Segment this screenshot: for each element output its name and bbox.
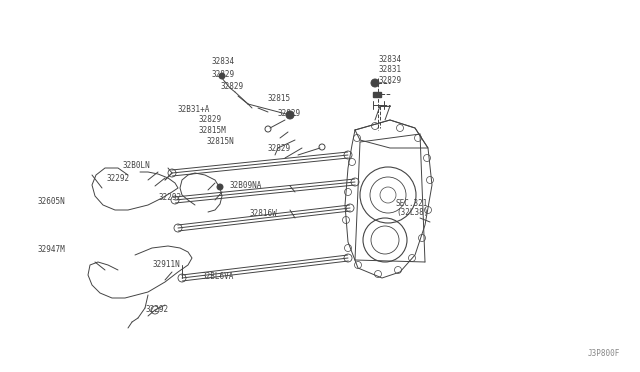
Text: 32829: 32829 <box>221 82 244 91</box>
Circle shape <box>217 184 223 190</box>
Text: 32815N: 32815N <box>206 137 234 146</box>
Bar <box>373 92 381 97</box>
Text: 32829: 32829 <box>198 115 221 124</box>
Text: 32B0LN: 32B0LN <box>123 161 150 170</box>
Text: 32834: 32834 <box>211 57 234 66</box>
Text: SEC.321: SEC.321 <box>396 199 428 208</box>
Text: 32292: 32292 <box>159 193 182 202</box>
Text: (32L38): (32L38) <box>397 208 429 217</box>
Text: 32829: 32829 <box>268 144 291 153</box>
Text: 32947M: 32947M <box>37 246 65 254</box>
Text: 32B31+A: 32B31+A <box>178 105 211 114</box>
Text: 32831: 32831 <box>379 65 402 74</box>
Text: 32292: 32292 <box>146 305 169 314</box>
Text: 32815: 32815 <box>268 94 291 103</box>
Text: 32815M: 32815M <box>198 126 226 135</box>
Text: 32B09NA: 32B09NA <box>229 182 262 190</box>
Text: 32292: 32292 <box>107 174 130 183</box>
Circle shape <box>219 73 225 79</box>
Text: 32829: 32829 <box>379 76 402 85</box>
Text: J3P800F: J3P800F <box>588 349 620 358</box>
Text: 32911N: 32911N <box>152 260 180 269</box>
Text: 32BL6VA: 32BL6VA <box>202 272 234 280</box>
Circle shape <box>286 111 294 119</box>
Text: 32605N: 32605N <box>37 197 65 206</box>
Text: 32816W: 32816W <box>250 209 277 218</box>
Text: 32829: 32829 <box>211 70 234 79</box>
Circle shape <box>371 79 379 87</box>
Text: 32829: 32829 <box>277 109 300 118</box>
Text: 32834: 32834 <box>379 55 402 64</box>
